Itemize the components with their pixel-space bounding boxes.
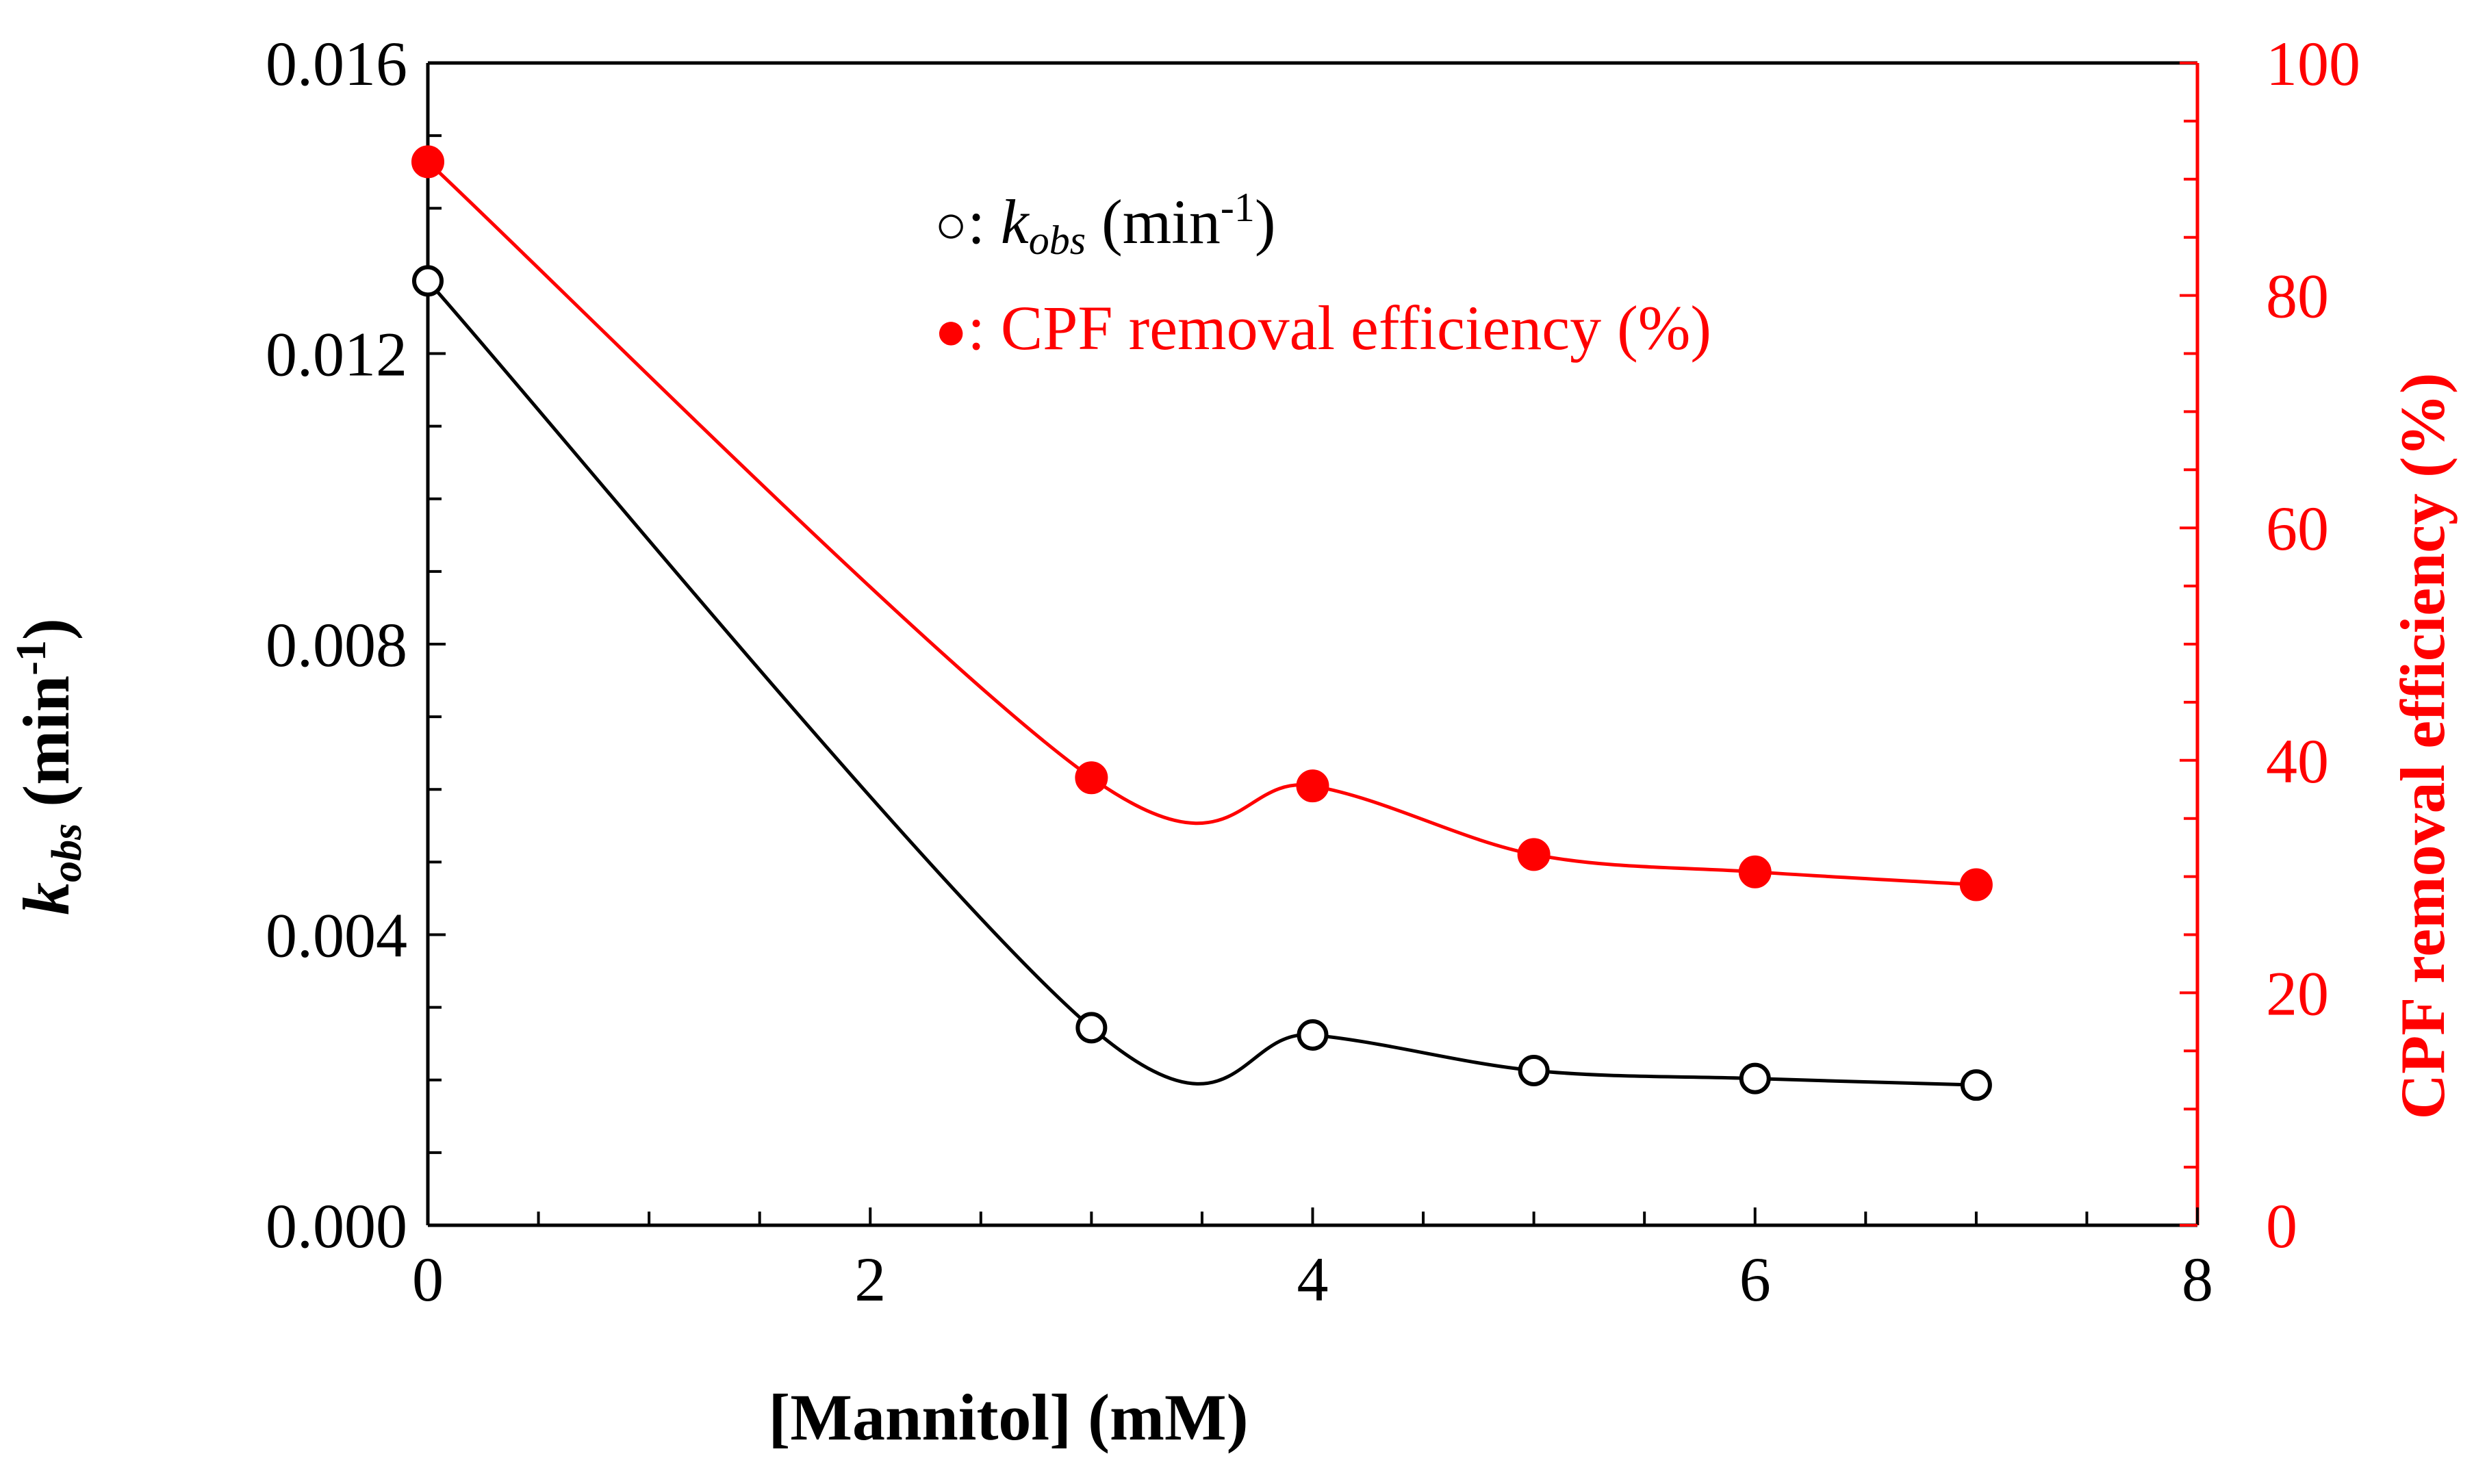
legend-entry-kobs: ○: kobs (min-1)	[934, 185, 1275, 263]
right-tick-label: 40	[2266, 726, 2329, 796]
plot-frame	[426, 61, 2199, 1227]
x-tick-label: 4	[1297, 1244, 1329, 1314]
cpf-removal-series-point	[1959, 868, 1993, 901]
left-tick-label: 0.008	[266, 610, 407, 680]
right-tick-label: 60	[2266, 494, 2329, 563]
legend-open-circle-symbol: ○	[934, 195, 967, 255]
kobs-series-point	[1518, 1054, 1550, 1086]
legend-kobs-sub: obs	[1029, 218, 1086, 263]
left-tick-label: 0.016	[266, 29, 407, 99]
right-y-axis: 0 20 40 60 80 100	[2180, 29, 2360, 1261]
cpf-removal-series-point	[1517, 838, 1551, 871]
left-y-axis-label-rest: (min	[10, 676, 83, 823]
cpf-removal-series-line	[426, 160, 1977, 886]
x-axis: 0 2 4 6 8	[412, 1207, 2213, 1314]
left-y-axis-label-main: k	[10, 882, 83, 915]
kobs-series-point	[1297, 1019, 1329, 1051]
right-tick-label: 100	[2266, 29, 2360, 99]
series-layer	[411, 145, 1993, 1101]
cpf-removal-series-point	[411, 145, 444, 179]
cpf-removal-series-point	[1075, 761, 1108, 795]
kobs-series-point	[1960, 1069, 1992, 1101]
left-tick-label: 0.004	[266, 901, 407, 971]
legend-filled-circle-symbol: ●	[934, 301, 967, 361]
kobs-series-line	[426, 279, 1976, 1087]
x-tick-label: 0	[412, 1244, 444, 1314]
left-y-axis-label: kobs (min-1)	[8, 618, 90, 915]
right-tick-label: 80	[2266, 261, 2329, 331]
legend-cpf-text: CPF removal efficiency (%)	[1001, 293, 1711, 363]
kobs-series-point	[1739, 1062, 1771, 1095]
kobs-series-point	[1075, 1012, 1108, 1044]
cpf-removal-series-point	[1296, 769, 1329, 803]
legend: ○: kobs (min-1) ●: CPF removal efficienc…	[934, 185, 1711, 363]
legend-kobs-main: k	[1001, 187, 1030, 257]
right-y-axis-label: CPF removal efficiency (%)	[2388, 373, 2458, 1120]
legend-separator: :	[967, 187, 1001, 257]
x-tick-label: 2	[854, 1244, 886, 1314]
x-tick-label: 8	[2182, 1244, 2213, 1314]
kobs-series-point	[412, 265, 444, 297]
left-y-axis-label-sup: -1	[8, 640, 55, 676]
cpf-removal-series-point	[1738, 855, 1772, 888]
legend-separator: :	[967, 293, 1001, 363]
legend-entry-cpf: ●: CPF removal efficiency (%)	[934, 293, 1711, 363]
left-y-axis-label-sub: obs	[44, 823, 90, 882]
legend-kobs-sup: -1	[1221, 185, 1255, 230]
right-tick-label: 20	[2266, 958, 2329, 1028]
left-y-axis: 0.000 0.004 0.008 0.012 0.016	[266, 29, 446, 1261]
x-axis-label: [Mannitol] (mM)	[768, 1381, 1248, 1454]
legend-kobs-rest: (min	[1086, 187, 1221, 257]
legend-kobs-end: )	[1255, 187, 1276, 257]
x-tick-label: 6	[1739, 1244, 1771, 1314]
right-tick-label: 0	[2266, 1191, 2297, 1261]
left-y-axis-label-end: )	[10, 618, 83, 640]
left-tick-label: 0.012	[266, 320, 407, 389]
left-tick-label: 0.000	[266, 1191, 407, 1261]
